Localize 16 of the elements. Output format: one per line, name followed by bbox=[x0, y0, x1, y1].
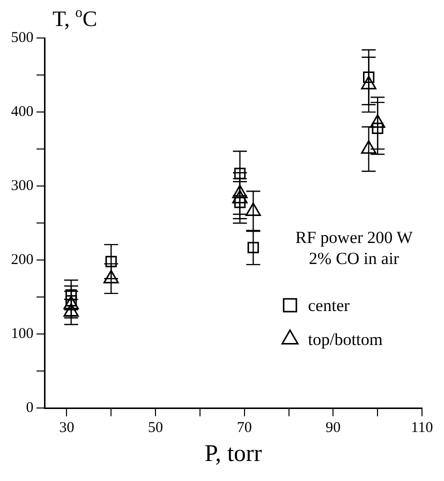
y-tick-label: 300 bbox=[11, 178, 34, 194]
y-tick-label: 400 bbox=[11, 104, 34, 120]
x-tick-label: 70 bbox=[236, 420, 252, 436]
annotation: RF power 200 W bbox=[295, 228, 414, 248]
x-tick-label: 50 bbox=[148, 420, 164, 436]
x-tick-label: 110 bbox=[411, 420, 433, 436]
y-tick-label: 100 bbox=[11, 326, 34, 342]
x-tick-label: 90 bbox=[326, 420, 341, 436]
legend-label: top/bottom bbox=[308, 330, 383, 350]
legend-label: center bbox=[308, 296, 350, 316]
y-tick-label: 500 bbox=[11, 30, 34, 46]
y-tick-label: 0 bbox=[26, 400, 34, 416]
annotation: 2% CO in air bbox=[308, 249, 400, 268]
x-axis-title: P, torr bbox=[204, 440, 262, 467]
x-tick-label: 30 bbox=[59, 420, 74, 436]
y-tick-label: 200 bbox=[11, 252, 34, 268]
